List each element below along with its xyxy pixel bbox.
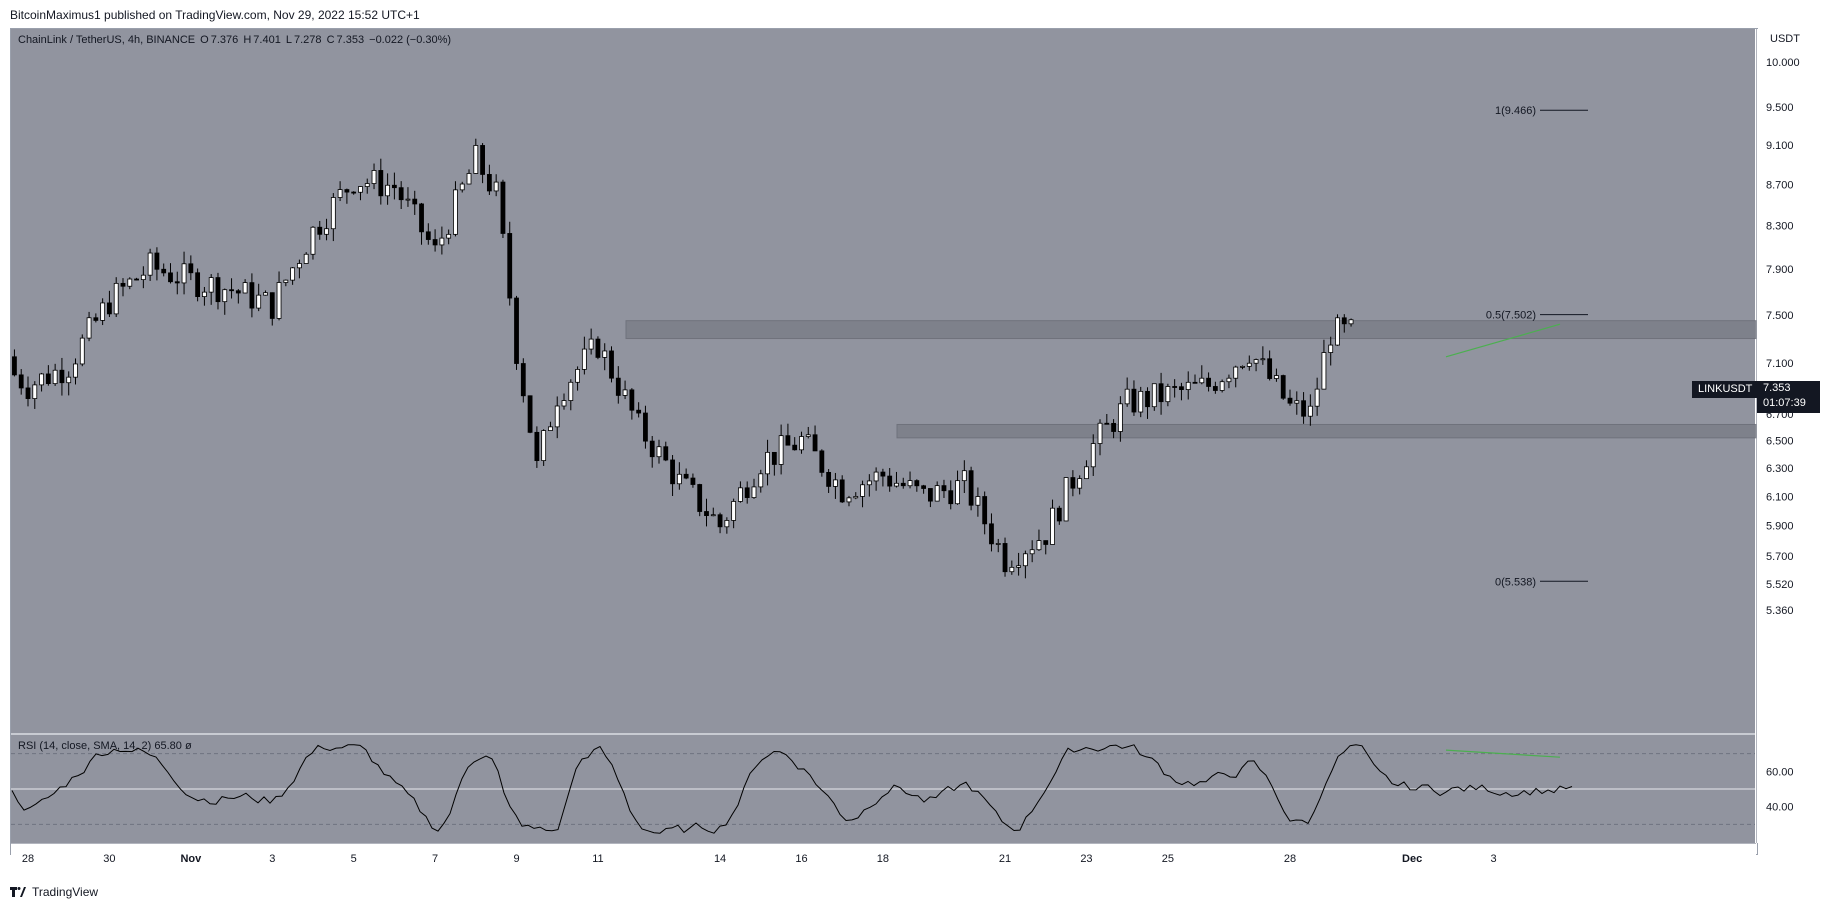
- symbol-title[interactable]: ChainLink / TetherUS, 4h, BINANCE: [18, 34, 196, 46]
- rsi-title[interactable]: RSI (14, close, SMA, 14, 2): [18, 740, 152, 752]
- rsi-legend: RSI (14, close, SMA, 14, 2) 65.80 ø: [18, 740, 192, 752]
- legend-high-label: H: [243, 34, 252, 46]
- legend-open-label: O: [200, 34, 209, 46]
- publish-info: BitcoinMaximus1 published on TradingView…: [10, 8, 420, 22]
- legend-close-value: 7.353: [336, 34, 365, 46]
- tradingview-logo-icon: [10, 887, 26, 897]
- legend-change: −0.022 (−0.30%): [369, 34, 452, 46]
- legend-low-value: 7.278: [294, 34, 322, 46]
- time-axis[interactable]: [11, 843, 1756, 872]
- pane-separator[interactable]: [11, 733, 1755, 735]
- bar-countdown: 01:07:39: [1763, 397, 1806, 409]
- price-axis[interactable]: [1756, 29, 1834, 843]
- legend-close-label: C: [326, 34, 335, 46]
- legend-open-value: 7.376: [210, 34, 239, 46]
- symbol-price-tag: LINKUSDT: [1692, 381, 1759, 398]
- current-price-tag: 7.353 01:07:39: [1757, 381, 1820, 413]
- rsi-pane[interactable]: [11, 735, 1755, 843]
- rsi-extra: ø: [184, 740, 192, 752]
- legend-low-label: L: [285, 34, 292, 46]
- publish-header: BitcoinMaximus1 published on TradingView…: [0, 0, 1834, 28]
- main-price-pane[interactable]: [11, 29, 1755, 733]
- current-price: 7.353: [1763, 382, 1791, 394]
- tradingview-brand: TradingView: [32, 885, 99, 899]
- symbol-legend: ChainLink / TetherUS, 4h, BINANCE O 7.376…: [18, 34, 453, 46]
- footer: TradingView: [10, 882, 98, 902]
- rsi-value: 65.80: [154, 740, 182, 752]
- legend-high-value: 7.401: [253, 34, 281, 46]
